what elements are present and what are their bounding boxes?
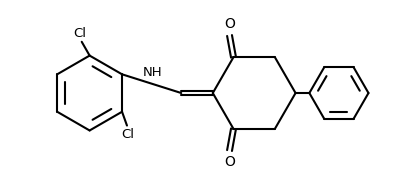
Text: Cl: Cl: [73, 27, 86, 40]
Text: O: O: [224, 155, 235, 169]
Text: O: O: [224, 17, 235, 31]
Text: Cl: Cl: [121, 127, 135, 141]
Text: NH: NH: [143, 66, 162, 79]
